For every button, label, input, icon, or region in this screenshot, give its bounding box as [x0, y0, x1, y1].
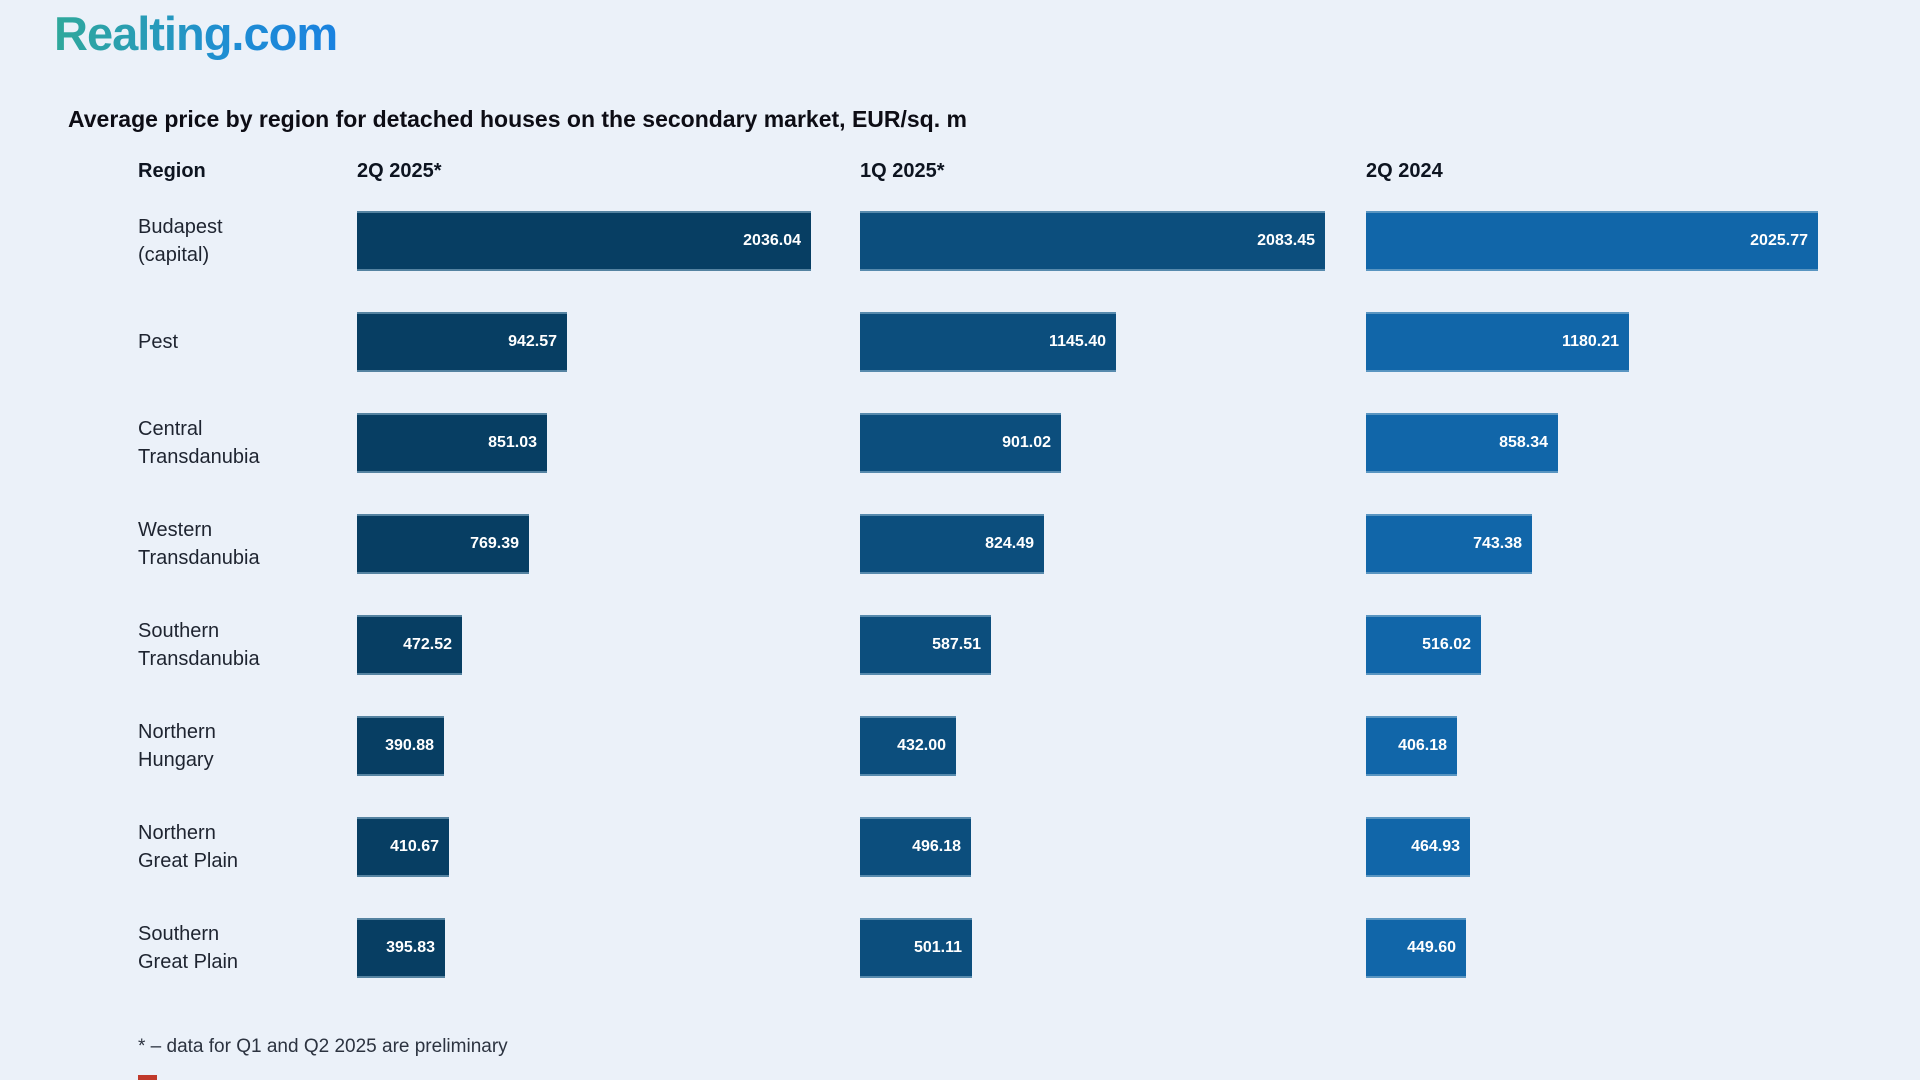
bar-value: 769.39: [470, 534, 519, 552]
region-label: Southern Transdanubia: [138, 619, 260, 670]
region-label: Northern Great Plain: [138, 821, 239, 872]
bar-value: 516.02: [1422, 635, 1471, 653]
bar-value: 2036.04: [743, 231, 801, 249]
bar: 395.83: [357, 917, 445, 978]
table-row: Southern Great Plain 395.83 501.11 449.60: [138, 897, 1868, 998]
bar-value: 1145.40: [1049, 332, 1106, 350]
bar-value: 942.57: [508, 332, 557, 350]
bar: 464.93: [1366, 816, 1470, 877]
region-label: Pest: [138, 330, 179, 353]
bar: 1180.21: [1366, 311, 1629, 372]
bar-value: 824.49: [985, 534, 1034, 552]
bar-value: 587.51: [932, 635, 981, 653]
bar: 449.60: [1366, 917, 1466, 978]
bar-value: 449.60: [1407, 938, 1456, 956]
bar: 942.57: [357, 311, 567, 372]
bar: 390.88: [357, 715, 444, 776]
bar-value: 858.34: [1499, 433, 1548, 451]
bar-value: 432.00: [897, 736, 946, 754]
column-header-row: Region 2Q 2025* 1Q 2025* 2Q 2024: [138, 160, 1868, 190]
table-row: Northern Hungary 390.88 432.00 406.18: [138, 695, 1868, 796]
bar: 858.34: [1366, 412, 1558, 473]
bar-value: 390.88: [385, 736, 434, 754]
chart-table: Region 2Q 2025* 1Q 2025* 2Q 2024 Budapes…: [138, 160, 1868, 998]
chart-title: Average price by region for detached hou…: [68, 106, 967, 132]
bar-value: 901.02: [1002, 433, 1051, 451]
bar-value: 410.67: [390, 837, 439, 855]
bar-value: 2083.45: [1257, 231, 1315, 249]
bar: 406.18: [1366, 715, 1457, 776]
bar: 2025.77: [1366, 210, 1818, 271]
footnote: * – data for Q1 and Q2 2025 are prelimin…: [138, 1036, 508, 1057]
bar-value: 472.52: [403, 635, 452, 653]
bar-value: 496.18: [912, 837, 961, 855]
bar: 824.49: [860, 513, 1044, 574]
table-row: Budapest (capital) 2036.04 2083.45 2025.7…: [138, 190, 1868, 291]
bar: 2036.04: [357, 210, 811, 271]
chart-rows: Budapest (capital) 2036.04 2083.45 2025.7…: [138, 190, 1868, 998]
bar: 743.38: [1366, 513, 1532, 574]
bar: 587.51: [860, 614, 991, 675]
bar-value: 406.18: [1398, 736, 1447, 754]
bar-value: 501.11: [913, 938, 962, 956]
table-row: Pest 942.57 1145.40 1180.21: [138, 291, 1868, 392]
bar: 410.67: [357, 816, 449, 877]
region-label: Central Transdanubia: [138, 417, 260, 468]
bar-value: 743.38: [1473, 534, 1522, 552]
period-column-header-2q2025: 2Q 2025*: [357, 160, 442, 182]
bar: 432.00: [860, 715, 956, 776]
bar: 1145.40: [860, 311, 1116, 372]
period-column-header-2q2024: 2Q 2024: [1366, 160, 1443, 182]
bar: 901.02: [860, 412, 1061, 473]
region-label: Northern Hungary: [138, 720, 216, 771]
table-row: Southern Transdanubia 472.52 587.51 516.0…: [138, 594, 1868, 695]
red-strip-decoration: [138, 1075, 157, 1080]
table-row: Western Transdanubia 769.39 824.49 743.38: [138, 493, 1868, 594]
bar: 516.02: [1366, 614, 1481, 675]
table-row: Central Transdanubia 851.03 901.02 858.34: [138, 392, 1868, 493]
bar-value: 464.93: [1411, 837, 1460, 855]
bar: 501.11: [860, 917, 972, 978]
region-label: Southern Great Plain: [138, 922, 239, 973]
region-label: Budapest (capital): [138, 215, 223, 266]
region-label: Western Transdanubia: [138, 518, 260, 569]
bar: 2083.45: [860, 210, 1325, 271]
bar-value: 1180.21: [1562, 332, 1619, 350]
region-column-header: Region: [138, 160, 206, 182]
bar: 496.18: [860, 816, 971, 877]
table-row: Northern Great Plain 410.67 496.18 464.93: [138, 796, 1868, 897]
realting-logo: Realting.com: [54, 7, 338, 60]
bar: 851.03: [357, 412, 547, 473]
bar: 472.52: [357, 614, 462, 675]
bar: 769.39: [357, 513, 529, 574]
period-column-header-1q2025: 1Q 2025*: [860, 160, 945, 182]
bar-value: 2025.77: [1750, 231, 1808, 249]
bar-value: 851.03: [488, 433, 537, 451]
bar-value: 395.83: [386, 938, 435, 956]
